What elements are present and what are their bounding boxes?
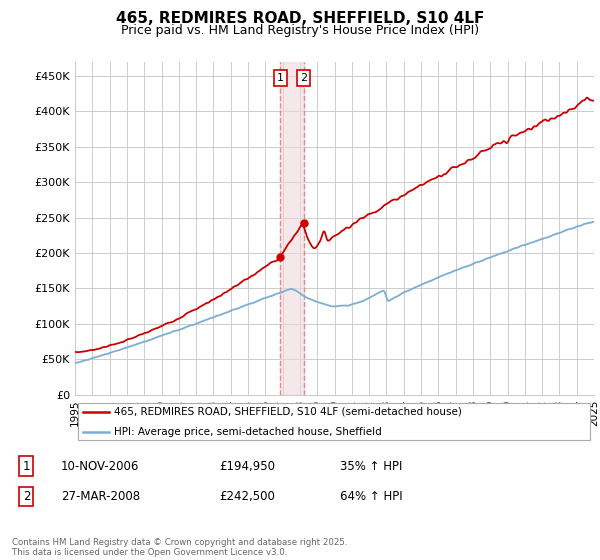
Bar — [280, 62, 304, 395]
Text: £242,500: £242,500 — [220, 490, 275, 503]
Text: 35% ↑ HPI: 35% ↑ HPI — [340, 460, 403, 473]
Text: 64% ↑ HPI: 64% ↑ HPI — [340, 490, 403, 503]
FancyBboxPatch shape — [77, 403, 590, 440]
Text: 2: 2 — [300, 73, 307, 83]
Text: 465, REDMIRES ROAD, SHEFFIELD, S10 4LF: 465, REDMIRES ROAD, SHEFFIELD, S10 4LF — [116, 11, 484, 26]
Text: HPI: Average price, semi-detached house, Sheffield: HPI: Average price, semi-detached house,… — [114, 427, 382, 437]
Text: Price paid vs. HM Land Registry's House Price Index (HPI): Price paid vs. HM Land Registry's House … — [121, 24, 479, 36]
Text: 27-MAR-2008: 27-MAR-2008 — [61, 490, 140, 503]
Text: 465, REDMIRES ROAD, SHEFFIELD, S10 4LF (semi-detached house): 465, REDMIRES ROAD, SHEFFIELD, S10 4LF (… — [114, 407, 462, 417]
Text: 2: 2 — [23, 490, 30, 503]
Text: Contains HM Land Registry data © Crown copyright and database right 2025.
This d: Contains HM Land Registry data © Crown c… — [12, 538, 347, 557]
Text: 1: 1 — [277, 73, 284, 83]
Text: 1: 1 — [23, 460, 30, 473]
Text: 10-NOV-2006: 10-NOV-2006 — [61, 460, 139, 473]
Text: £194,950: £194,950 — [220, 460, 275, 473]
